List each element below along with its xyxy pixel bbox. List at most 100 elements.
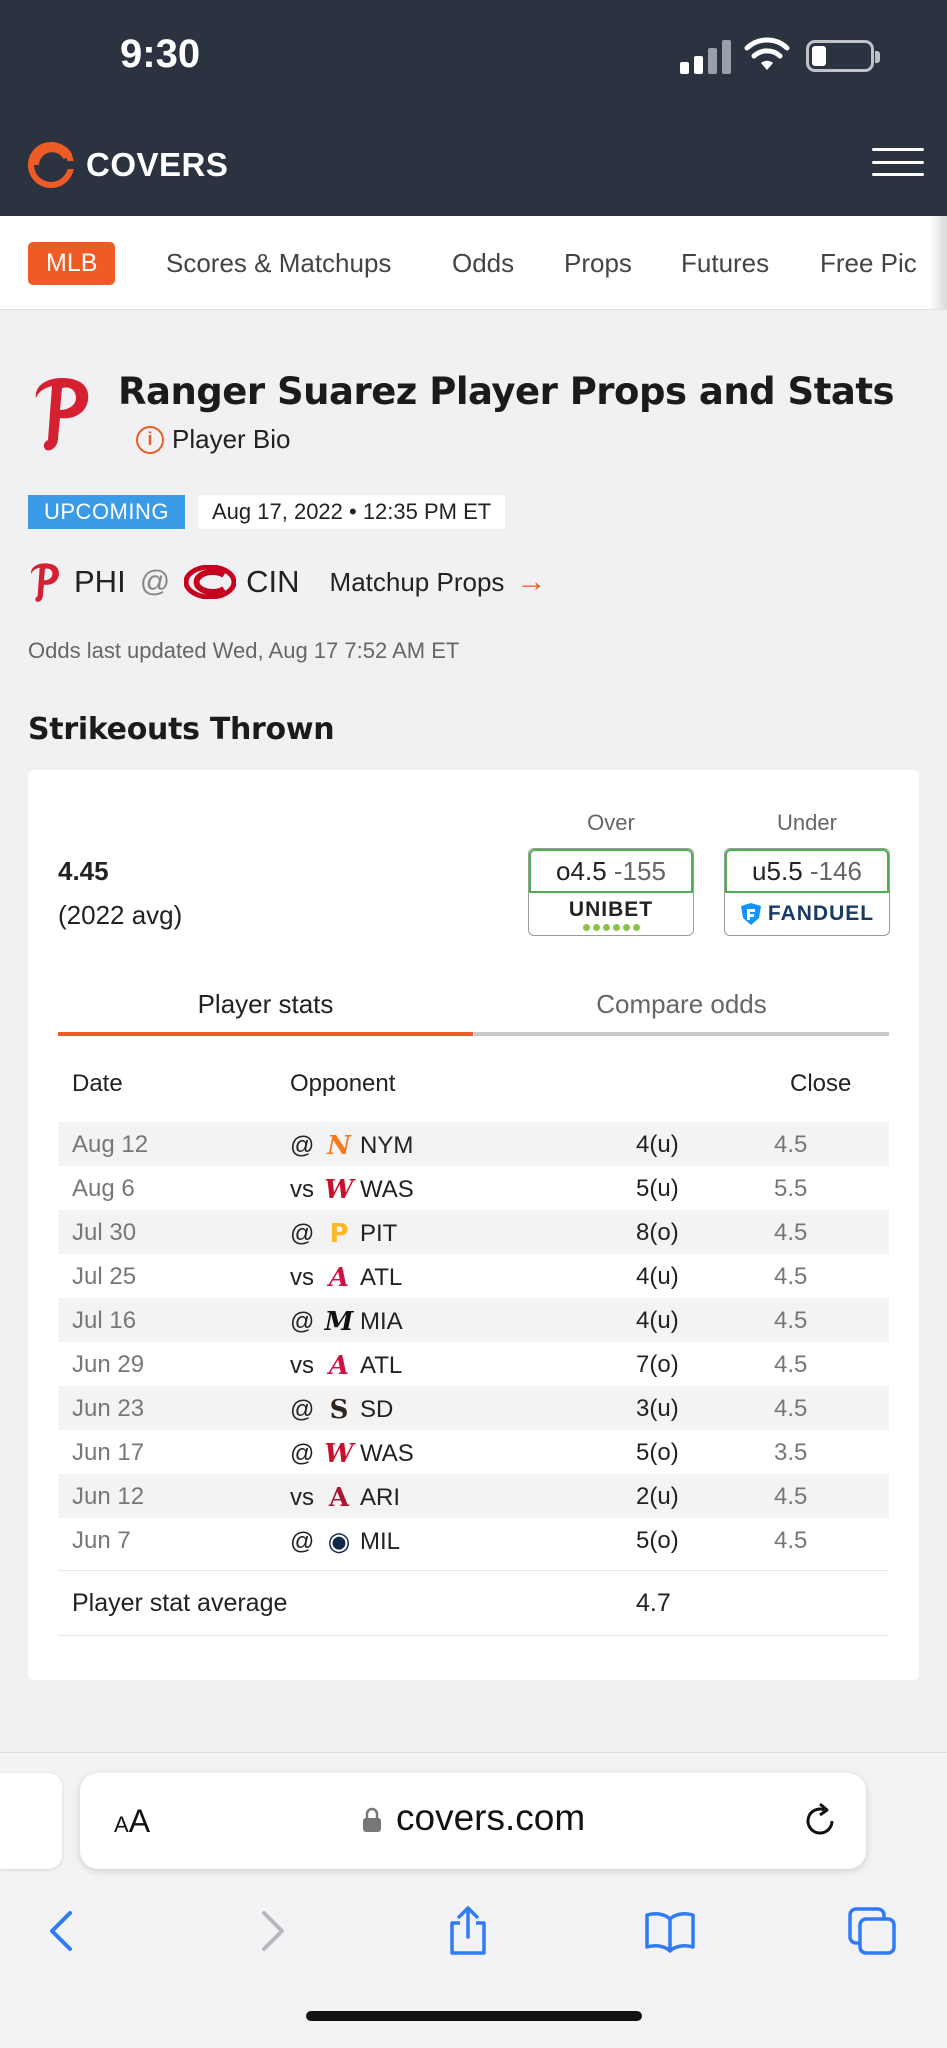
reader-text-size-button[interactable]: AA [114, 1803, 150, 1840]
row-result: 4(u) [636, 1307, 679, 1334]
over-odds-button[interactable]: o4.5 -155 UNIBET [528, 848, 694, 936]
row-date: Jun 29 [72, 1351, 145, 1378]
row-result: 4(u) [636, 1131, 679, 1158]
row-venue: @ [290, 1440, 315, 1467]
row-team: ATL [360, 1264, 403, 1291]
row-team: MIA [360, 1308, 403, 1335]
previous-tab-preview[interactable] [0, 1773, 62, 1869]
under-odds: Under u5.5 -146 FANDUEL [724, 810, 890, 936]
row-venue: vs [290, 1176, 314, 1203]
table-row: Aug 12 @ N NYM 4(u) 4.5 [58, 1122, 889, 1166]
reds-logo-icon [184, 565, 237, 599]
matchup-props-link[interactable]: Matchup Props [329, 566, 505, 597]
sport-nav-mlb[interactable]: MLB [28, 242, 116, 285]
stats-table: Aug 12 @ N NYM 4(u) 4.5 Aug 6 vs W WAS 5(u) … [58, 1122, 889, 1562]
row-close: 4.5 [774, 1483, 808, 1510]
season-average-label: (2022 avg) [58, 900, 183, 930]
sport-nav-props[interactable]: Props [564, 248, 632, 278]
wifi-icon [744, 37, 790, 70]
table-row: Jun 23 @ S SD 3(u) 4.5 [58, 1386, 889, 1430]
row-venue: @ [290, 1396, 315, 1423]
row-team: WAS [360, 1176, 414, 1203]
column-opponent: Opponent [290, 1070, 396, 1097]
table-row: Jun 12 vs A ARI 2(u) 4.5 [58, 1474, 889, 1518]
season-average-value: 4.45 [58, 856, 109, 886]
over-odds: Over o4.5 -155 UNIBET [528, 810, 694, 936]
sport-nav: MLB Scores & Matchups Odds Props Futures… [0, 216, 947, 310]
cellular-signal-icon [680, 40, 732, 74]
aa-large: A [128, 1803, 151, 1839]
player-bio-link[interactable]: i Player Bio [136, 424, 291, 455]
share-icon[interactable] [442, 1905, 494, 1957]
table-row: Jul 25 vs A ATL 4(u) 4.5 [58, 1254, 889, 1298]
menu-icon[interactable] [872, 148, 924, 176]
table-row: Jun 17 @ W WAS 5(o) 3.5 [58, 1430, 889, 1474]
arrow-right-icon[interactable]: → [516, 565, 547, 598]
row-result: 5(u) [636, 1175, 679, 1202]
back-icon[interactable] [38, 1905, 90, 1957]
braves-logo-icon: A [328, 1263, 350, 1293]
padres-logo-icon: S [329, 1395, 349, 1425]
fanduel-logo-text: FANDUEL [767, 902, 875, 925]
player-bio-label: Player Bio [172, 424, 291, 454]
row-date: Jul 16 [72, 1307, 137, 1334]
row-close: 4.5 [774, 1219, 808, 1246]
row-close: 4.5 [774, 1131, 808, 1158]
bookmarks-icon[interactable] [644, 1905, 696, 1957]
row-team: NYM [360, 1132, 414, 1159]
row-team: ARI [360, 1484, 401, 1511]
braves-logo-icon: A [328, 1351, 350, 1381]
home-indicator [306, 2011, 642, 2021]
row-team: WAS [360, 1440, 414, 1467]
row-team: ATL [360, 1352, 403, 1379]
tab-compare-odds[interactable]: Compare odds [474, 980, 889, 1036]
stat-average-value: 4.7 [636, 1589, 671, 1617]
row-date: Jun 7 [72, 1527, 131, 1554]
phillies-logo-icon [31, 563, 59, 602]
row-venue: vs [290, 1352, 314, 1379]
row-date: Aug 12 [72, 1131, 149, 1158]
forward-icon[interactable] [244, 1905, 296, 1957]
row-venue: @ [290, 1528, 315, 1555]
over-line: o4.5 [556, 856, 607, 886]
home-team: CIN [246, 564, 300, 599]
stat-average-row: Player stat average 4.7 [58, 1570, 889, 1636]
under-odds-button[interactable]: u5.5 -146 FANDUEL [724, 848, 890, 936]
under-header: Under [777, 810, 837, 835]
row-result: 8(o) [636, 1219, 679, 1246]
unibet-logo: UNIBET [529, 893, 693, 935]
prop-card: 4.45 (2022 avg) Over o4.5 -155 UNIBET Un… [28, 770, 919, 1680]
unibet-logo-text: UNIBET [568, 897, 654, 921]
fanduel-logo: FANDUEL [725, 893, 889, 935]
tab-player-stats[interactable]: Player stats [58, 980, 473, 1036]
stat-average-label: Player stat average [72, 1589, 288, 1617]
fanduel-shield-icon [740, 903, 761, 925]
tabs-icon[interactable] [846, 1905, 898, 1957]
row-close: 4.5 [774, 1527, 808, 1554]
row-venue: @ [290, 1308, 315, 1335]
sport-nav-free-picks[interactable]: Free Pic [820, 248, 917, 278]
reload-icon[interactable] [800, 1801, 840, 1841]
row-result: 5(o) [636, 1527, 679, 1554]
row-team: PIT [360, 1220, 398, 1247]
row-result: 3(u) [636, 1395, 679, 1422]
row-result: 5(o) [636, 1439, 679, 1466]
away-team: PHI [74, 564, 126, 599]
over-header: Over [587, 810, 635, 835]
sport-nav-odds[interactable]: Odds [452, 248, 515, 278]
matchup-row: PHI @ CIN Matchup Props → [28, 560, 546, 604]
browser-toolbar [0, 1893, 947, 1973]
column-close: Close [790, 1070, 852, 1097]
covers-logo[interactable]: COVERS [28, 142, 228, 188]
sport-nav-futures[interactable]: Futures [681, 248, 770, 278]
game-datetime: Aug 17, 2022 • 12:35 PM ET [198, 495, 506, 529]
phillies-logo-icon [35, 378, 89, 451]
url-text: covers.com [396, 1797, 586, 1838]
over-price: -155 [613, 856, 666, 886]
sport-nav-scores[interactable]: Scores & Matchups [166, 248, 392, 278]
address-bar[interactable]: AA covers.com [80, 1773, 866, 1869]
under-line: u5.5 [752, 856, 803, 886]
row-date: Jun 12 [72, 1483, 145, 1510]
row-close: 3.5 [774, 1439, 808, 1466]
row-venue: vs [290, 1264, 314, 1291]
